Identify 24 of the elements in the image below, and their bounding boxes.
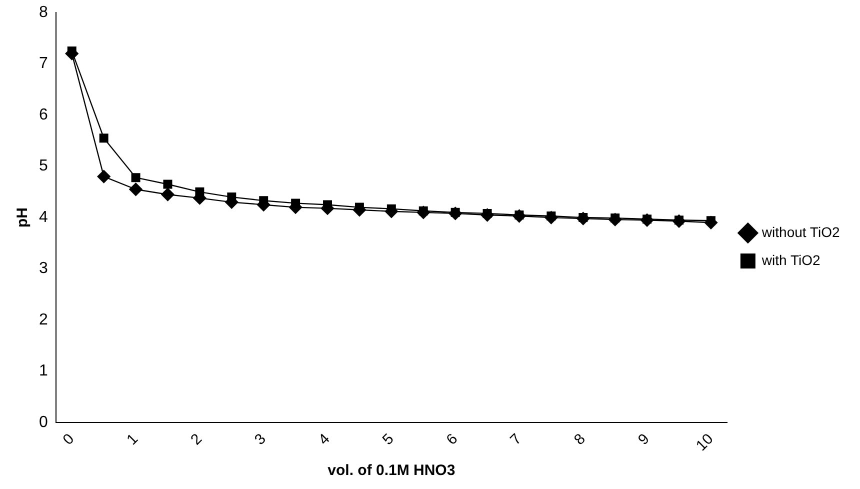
x-tick-label: 2 [188,430,206,448]
x-tick-label: 6 [443,430,462,448]
x-tick-label: 7 [507,430,525,448]
x-tick-label: 9 [634,430,653,448]
y-axis-title: pH [14,208,32,228]
x-axis-title: vol. of 0.1M HNO3 [328,462,456,480]
x-tick-label: 8 [570,430,589,448]
y-tick-label: 7 [38,55,48,72]
y-tick-label: 0 [38,414,48,431]
legend-label: with TiO2 [760,252,820,268]
legend-label: without TiO2 [760,224,840,240]
x-tick-label: 1 [124,430,142,448]
x-tick-label: 4 [315,430,334,448]
x-tick-label: 5 [379,430,398,448]
y-tick-label: 8 [38,4,48,22]
x-tick-label: 3 [251,430,270,448]
y-tick-label: 1 [38,362,48,380]
y-tick-label: 3 [38,260,48,278]
y-tick-label: 5 [38,158,48,175]
y-tick-label: 4 [38,208,48,226]
y-tick-label: 6 [38,106,48,124]
x-tick-label: 10 [692,430,717,454]
y-tick-label: 2 [38,311,48,328]
x-tick-label: 0 [60,430,78,448]
